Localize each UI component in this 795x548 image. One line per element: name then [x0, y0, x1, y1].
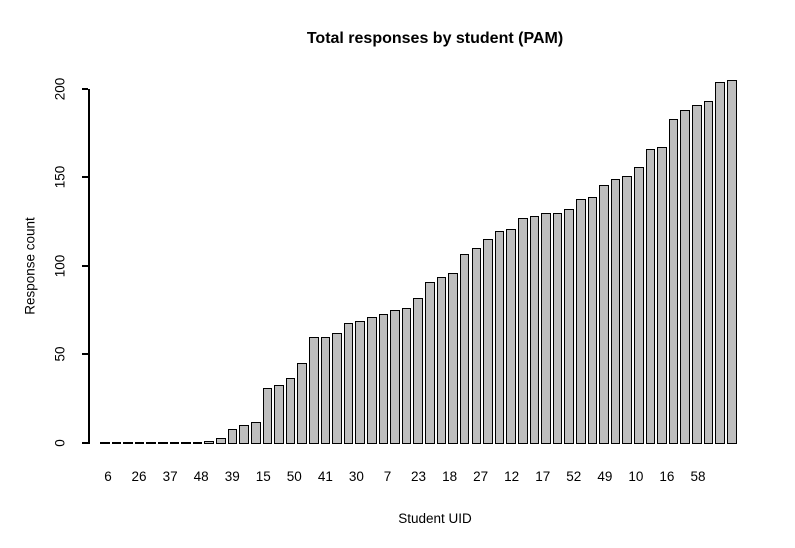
bar: [390, 310, 400, 444]
bar: [634, 167, 644, 444]
bar: [425, 282, 435, 444]
x-tick-label: 7: [383, 469, 392, 484]
bar: [587, 197, 598, 444]
bar: [506, 229, 516, 444]
y-tick-label: 200: [52, 77, 68, 101]
bar: [610, 179, 621, 444]
bar: [715, 82, 725, 444]
chart-title: Total responses by student (PAM): [306, 30, 564, 47]
bar: [134, 442, 145, 444]
bar: [227, 429, 238, 444]
bar: [367, 317, 377, 444]
x-tick-label: 17: [535, 469, 551, 484]
bar: [111, 442, 122, 444]
bar: [541, 213, 551, 444]
bar: [216, 438, 226, 444]
bar: [436, 277, 447, 444]
x-tick-label: 52: [566, 469, 582, 484]
bar: [250, 422, 261, 444]
x-tick-label: 15: [255, 469, 271, 484]
x-axis-label: Student UID: [398, 511, 472, 526]
x-tick-label: 37: [162, 469, 178, 484]
bar: [262, 388, 273, 444]
bar: [192, 442, 203, 444]
y-axis-line: [88, 89, 90, 444]
bar: [274, 385, 284, 444]
bar: [692, 105, 702, 444]
bar: [239, 425, 249, 444]
bar: [308, 337, 319, 444]
bar: [146, 442, 157, 444]
bar: [285, 378, 296, 444]
y-tick-mark: [82, 265, 88, 267]
x-tick-label: 23: [411, 469, 427, 484]
x-tick-label: 30: [348, 469, 364, 484]
x-tick-label: 6: [104, 469, 112, 484]
bar: [459, 254, 470, 444]
y-tick-mark: [82, 176, 88, 178]
x-tick-label: 49: [597, 469, 613, 484]
y-tick-mark: [82, 442, 88, 444]
bar: [726, 80, 737, 444]
bar: [401, 308, 412, 444]
bar: [297, 363, 307, 444]
y-tick-label: 50: [52, 346, 68, 362]
x-tick-label: 18: [442, 469, 458, 484]
bar: [494, 231, 505, 444]
bar: [343, 323, 354, 444]
x-tick-label: 48: [193, 469, 209, 484]
bar: [622, 176, 633, 444]
x-tick-label: 27: [473, 469, 489, 484]
bar: [332, 333, 342, 444]
bar: [529, 216, 540, 444]
bar: [668, 119, 679, 444]
bar: [204, 441, 215, 444]
bar: [703, 101, 714, 444]
plot-area: [100, 78, 737, 444]
y-tick-mark: [82, 88, 88, 90]
bar: [645, 149, 656, 444]
bar: [552, 213, 563, 444]
x-tick-label: 12: [504, 469, 520, 484]
y-tick-label: 100: [52, 254, 68, 278]
x-tick-label: 10: [628, 469, 644, 484]
x-tick-label: 39: [224, 469, 240, 484]
y-tick-label: 0: [52, 439, 68, 447]
bar: [320, 337, 331, 444]
bar: [483, 239, 493, 444]
bar: [355, 321, 365, 444]
bar: [448, 273, 458, 444]
y-axis-label: Response count: [22, 217, 38, 315]
bar: [158, 442, 168, 444]
bar: [657, 147, 667, 444]
bar: [181, 442, 191, 444]
bar: [564, 209, 574, 444]
bar: [517, 218, 528, 444]
x-tick-label: 41: [317, 469, 333, 484]
y-tick-label: 150: [52, 165, 68, 189]
bar: [575, 199, 586, 444]
bar: [680, 110, 691, 444]
bar: [413, 298, 424, 444]
x-tick-label: 16: [659, 469, 675, 484]
bar: [599, 185, 609, 444]
y-tick-mark: [82, 353, 88, 355]
x-tick-label: 58: [690, 469, 706, 484]
bar: [169, 442, 180, 444]
x-tick-label: 26: [131, 469, 147, 484]
x-tick-label: 50: [286, 469, 302, 484]
bar: [471, 248, 482, 444]
bar: [378, 314, 389, 444]
bar: [100, 442, 110, 444]
bar: [123, 442, 133, 444]
